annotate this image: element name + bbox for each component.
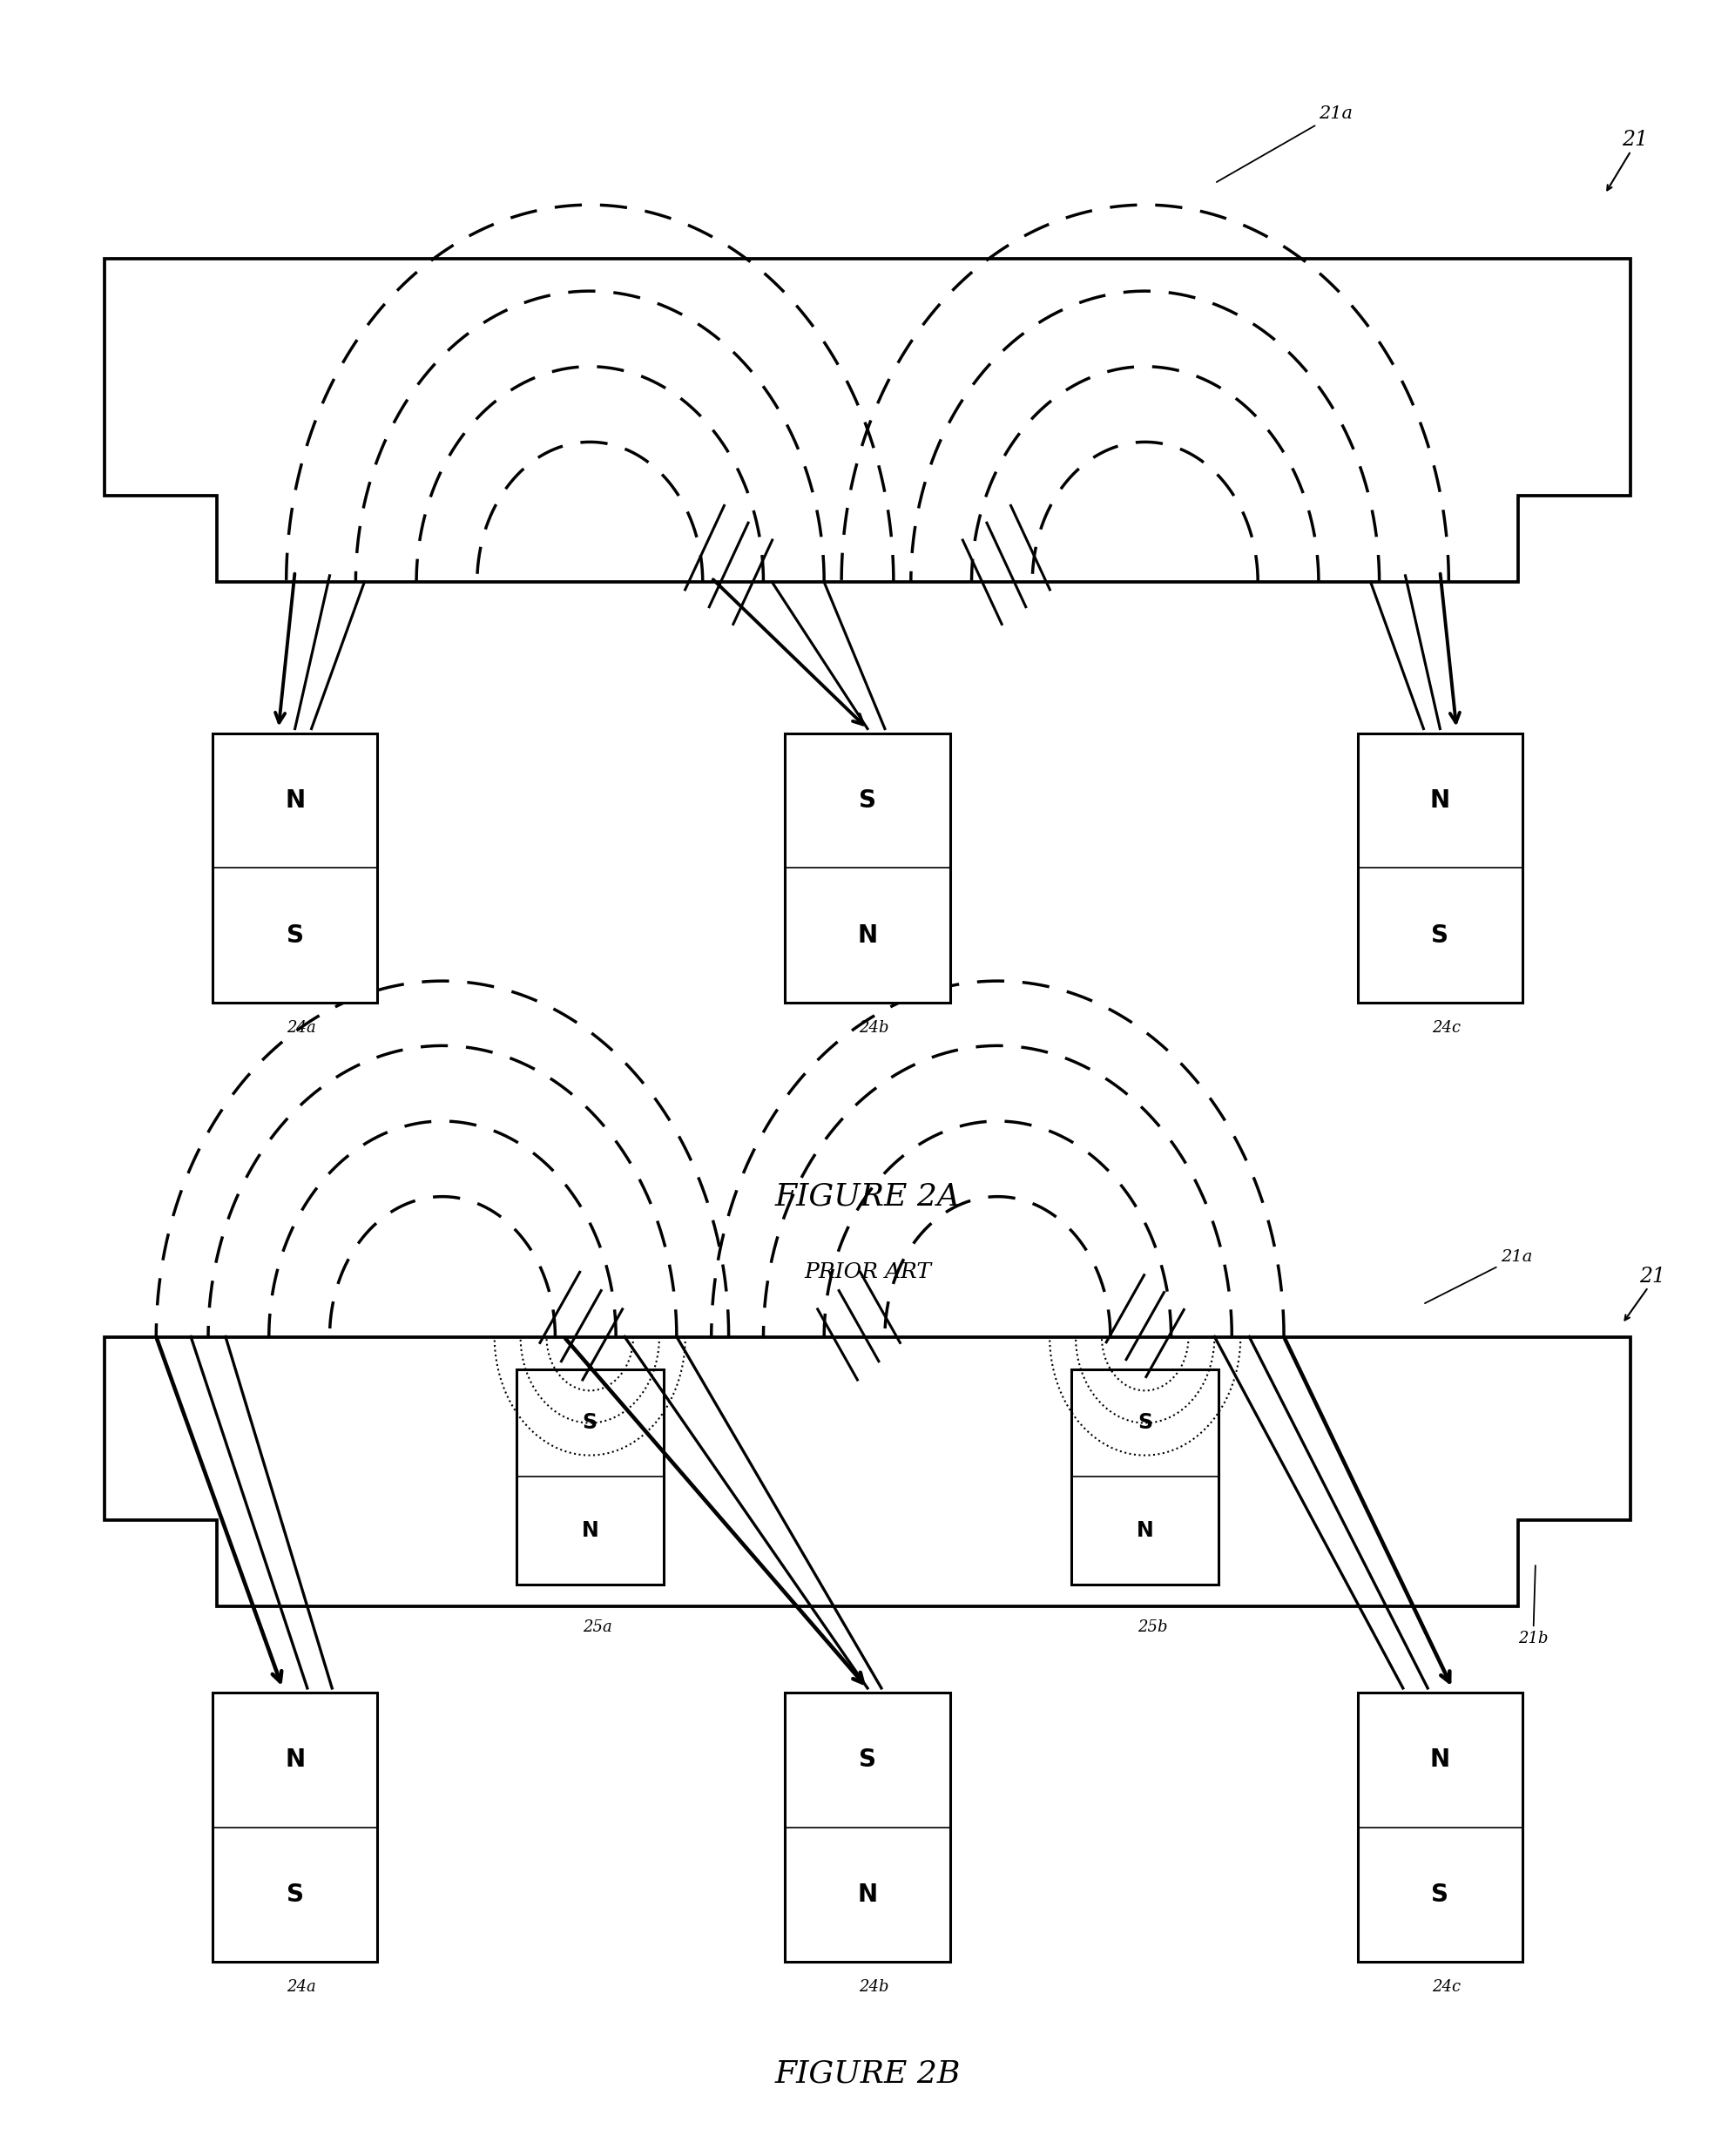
Bar: [213, 733, 378, 1003]
Text: S: S: [1138, 1412, 1152, 1434]
Text: N: N: [1430, 1749, 1450, 1772]
Text: S: S: [1431, 923, 1449, 946]
Text: 24b: 24b: [859, 1979, 890, 1994]
Text: S: S: [286, 1882, 304, 1906]
Text: 21: 21: [1622, 129, 1648, 151]
Polygon shape: [104, 1337, 1631, 1606]
Text: 24c: 24c: [1431, 1979, 1461, 1994]
Text: FIGURE 2B: FIGURE 2B: [774, 2059, 961, 2089]
Text: S: S: [859, 789, 876, 813]
Text: N: N: [1136, 1520, 1154, 1542]
Bar: [784, 733, 951, 1003]
Text: 21b: 21b: [1518, 1565, 1548, 1647]
Text: 25b: 25b: [1138, 1619, 1168, 1634]
Text: 24a: 24a: [286, 1020, 316, 1035]
Text: N: N: [285, 1749, 305, 1772]
Text: 21: 21: [1640, 1266, 1666, 1287]
Text: S: S: [583, 1412, 597, 1434]
Polygon shape: [104, 259, 1631, 582]
Text: N: N: [285, 789, 305, 813]
Bar: [213, 1692, 378, 1962]
Bar: [1359, 1692, 1523, 1962]
Text: 21a: 21a: [1424, 1248, 1532, 1302]
Text: 25a: 25a: [583, 1619, 612, 1634]
Text: N: N: [581, 1520, 599, 1542]
Text: 21a: 21a: [1216, 106, 1353, 181]
Text: FIGURE 2A: FIGURE 2A: [776, 1181, 959, 1212]
Text: S: S: [286, 923, 304, 946]
Bar: [1072, 1369, 1218, 1585]
Text: N: N: [857, 1882, 878, 1906]
Bar: [517, 1369, 665, 1585]
Text: PRIOR ART: PRIOR ART: [803, 1261, 932, 1283]
Text: 24c: 24c: [1431, 1020, 1461, 1035]
Text: 24b: 24b: [859, 1020, 890, 1035]
Bar: [784, 1692, 951, 1962]
Text: 24a: 24a: [286, 1979, 316, 1994]
Text: N: N: [1430, 789, 1450, 813]
Text: S: S: [1431, 1882, 1449, 1906]
Text: N: N: [857, 923, 878, 946]
Bar: [1359, 733, 1523, 1003]
Text: S: S: [859, 1749, 876, 1772]
